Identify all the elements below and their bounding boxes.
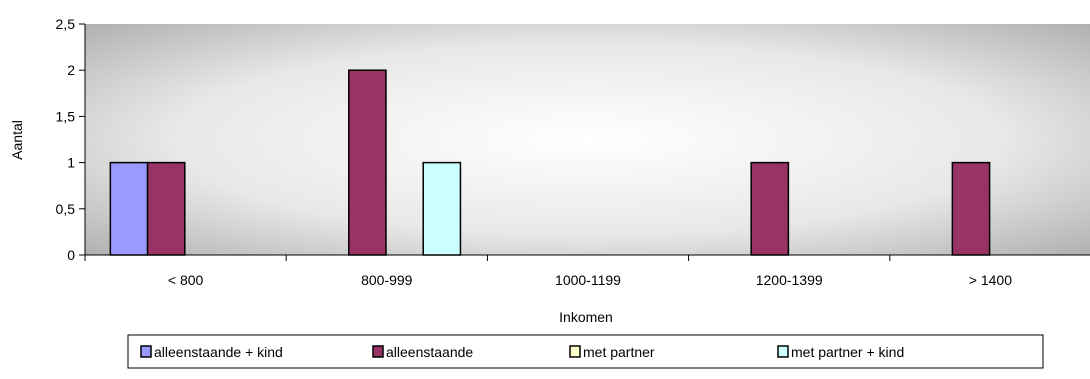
y-tick-label: 0 <box>67 247 75 263</box>
y-tick-label: 1 <box>67 155 75 171</box>
bar-2-4 <box>750 161 790 256</box>
bar-4-2 <box>422 161 462 256</box>
x-tick-label: 1200-1399 <box>756 272 823 288</box>
x-tick-label: 800-999 <box>361 272 413 288</box>
plot-area <box>85 24 1090 255</box>
y-ticks-group: 0 0,5 1 1,5 2 2,5 <box>56 16 85 263</box>
bar-1-1 <box>109 161 149 256</box>
legend-swatch <box>372 345 384 358</box>
y-tick-label: 0,5 <box>56 201 76 217</box>
legend-label: met partner <box>583 344 655 360</box>
y-tick-label: 2,5 <box>56 16 76 32</box>
y-tick-label: 1,5 <box>56 108 76 124</box>
y-axis-title: Aantal <box>9 120 25 160</box>
bar-2-2 <box>348 69 387 256</box>
legend-swatch <box>569 345 581 358</box>
x-tick-label: > 1400 <box>969 272 1012 288</box>
x-ticks-group: < 800 800-999 1000-1199 1200-1399 > 1400 <box>84 255 1012 288</box>
legend-label: alleenstaande <box>386 344 473 360</box>
bar-2-5 <box>951 161 991 256</box>
legend-box <box>127 334 1044 369</box>
legend: alleenstaande + kind alleenstaande met par… <box>127 334 1044 369</box>
legend-swatch <box>777 345 789 358</box>
legend-label: alleenstaande + kind <box>154 344 283 360</box>
legend-label: met partner + kind <box>791 344 904 360</box>
x-tick-label: < 800 <box>168 272 204 288</box>
y-tick-label: 2 <box>67 62 75 78</box>
x-tick-label: 1000-1199 <box>555 272 621 288</box>
legend-items: alleenstaande + kind alleenstaande met par… <box>140 344 904 360</box>
bars-group <box>109 69 991 256</box>
bar-2-1 <box>146 161 186 256</box>
x-axis-title: Inkomen <box>559 309 613 325</box>
legend-swatch <box>140 345 152 358</box>
